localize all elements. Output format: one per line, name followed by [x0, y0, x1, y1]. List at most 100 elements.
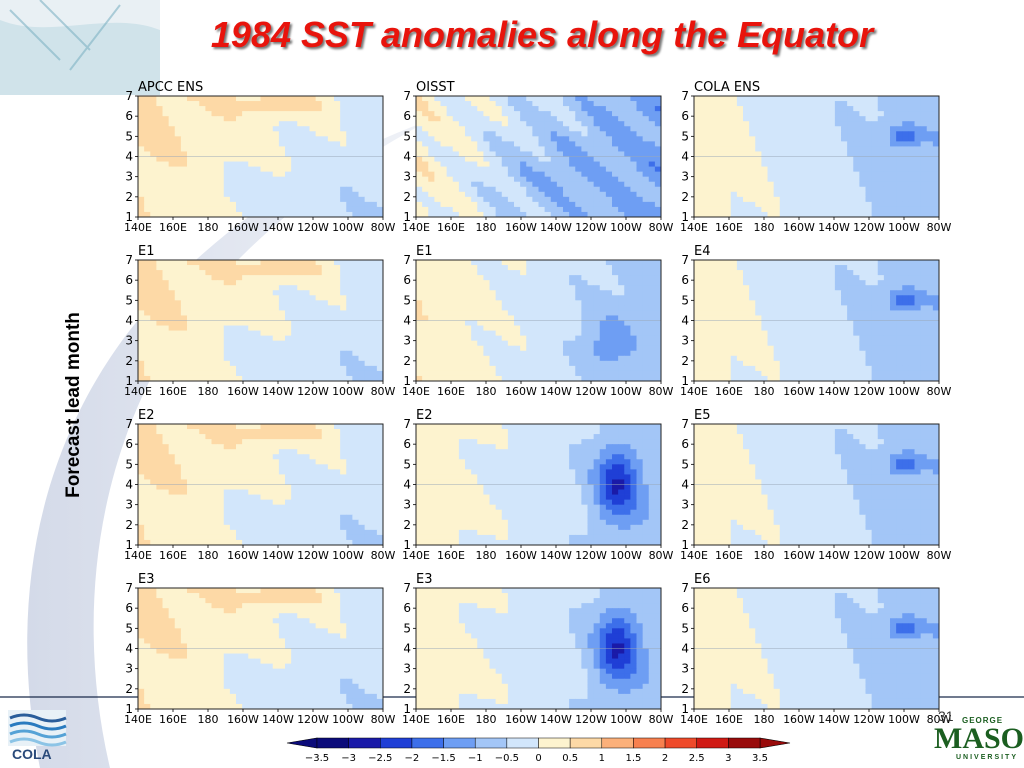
heatmap-cell — [841, 146, 848, 152]
heatmap-cell — [465, 275, 472, 281]
heatmap-cell — [452, 330, 460, 337]
heatmap-cell — [254, 176, 261, 183]
heatmap-cell — [138, 151, 145, 157]
heatmap-cell — [798, 151, 805, 157]
heatmap-cell — [932, 121, 940, 127]
heatmap-cell — [630, 370, 637, 377]
heatmap-cell — [556, 191, 564, 198]
heatmap-cell — [507, 280, 515, 286]
heatmap-cell — [205, 295, 212, 301]
heatmap-cell — [495, 270, 503, 276]
heatmap-cell — [642, 305, 650, 311]
heatmap-cell — [416, 121, 423, 127]
heatmap-cell — [272, 305, 280, 311]
heatmap-cell — [483, 355, 490, 362]
heatmap-cell — [174, 370, 182, 377]
heatmap-cell — [315, 196, 323, 203]
heatmap-cell — [694, 206, 701, 213]
heatmap-cell — [211, 345, 219, 352]
heatmap-cell — [434, 340, 441, 347]
heatmap-cell — [248, 330, 255, 337]
heatmap-cell — [495, 320, 503, 326]
heatmap-cell — [364, 335, 372, 342]
heatmap-cell — [428, 166, 435, 173]
heatmap-cell — [538, 196, 546, 203]
heatmap-cell — [223, 121, 231, 127]
heatmap-cell — [223, 201, 231, 208]
heatmap-cell — [749, 146, 756, 152]
heatmap-cell — [477, 300, 484, 306]
heatmap-cell — [285, 206, 292, 213]
heatmap-cell — [309, 176, 317, 183]
x-tick-label: 120W — [575, 385, 607, 398]
heatmap-cell — [593, 161, 601, 167]
heatmap-cell — [798, 181, 805, 188]
heatmap-cell — [654, 260, 662, 266]
heatmap-cell — [520, 161, 527, 167]
heatmap-cell — [364, 365, 372, 372]
heatmap-cell — [297, 136, 304, 142]
heatmap-cell — [180, 206, 188, 213]
heatmap-cell — [514, 350, 521, 357]
heatmap-cell — [501, 290, 509, 296]
heatmap-cell — [556, 345, 564, 352]
heatmap-cell — [150, 191, 157, 198]
heatmap-cell — [489, 335, 497, 342]
heatmap-cell — [896, 151, 903, 157]
heatmap-cell — [168, 265, 176, 271]
heatmap-cell — [618, 191, 625, 198]
heatmap-cell — [416, 196, 423, 203]
heatmap-cell — [217, 360, 225, 367]
heatmap-cell — [199, 106, 206, 112]
heatmap-cell — [187, 161, 194, 167]
heatmap-cell — [180, 121, 188, 127]
heatmap-cell — [422, 141, 429, 147]
heatmap-cell — [364, 280, 372, 286]
heatmap-cell — [291, 126, 298, 132]
heatmap-cell — [346, 355, 353, 362]
heatmap-cell — [248, 285, 255, 291]
heatmap-cell — [792, 156, 799, 162]
heatmap-cell — [180, 176, 188, 183]
heatmap-cell — [612, 171, 619, 178]
heatmap-cell — [193, 181, 200, 188]
heatmap-cell — [581, 196, 588, 203]
x-tick-label: 80W — [371, 385, 396, 398]
heatmap-cell — [920, 176, 928, 183]
heatmap-cell — [712, 106, 719, 112]
heatmap-cell — [416, 96, 423, 102]
heatmap-cell — [785, 166, 793, 173]
heatmap-cell — [865, 126, 873, 132]
heatmap-cell — [706, 106, 713, 112]
heatmap-cell — [358, 295, 366, 301]
heatmap-cell — [550, 355, 558, 362]
heatmap-cell — [581, 121, 588, 127]
heatmap-cell — [822, 201, 830, 208]
heatmap-cell — [822, 171, 830, 178]
heatmap-cell — [792, 136, 799, 142]
heatmap-cell — [138, 171, 145, 178]
heatmap-cell — [303, 141, 310, 147]
heatmap-cell — [642, 375, 650, 382]
heatmap-cell — [804, 156, 811, 162]
heatmap-cell — [648, 365, 656, 372]
heatmap-cell — [376, 295, 384, 301]
heatmap-cell — [489, 375, 497, 382]
heatmap-cell — [556, 355, 564, 362]
heatmap-cell — [834, 176, 842, 183]
heatmap-cell — [605, 136, 613, 142]
heatmap-cell — [654, 375, 662, 382]
heatmap-cell — [446, 101, 454, 107]
heatmap-cell — [890, 106, 897, 112]
heatmap-cell — [144, 146, 151, 152]
heatmap-cell — [266, 310, 274, 316]
heatmap-cell — [223, 350, 231, 357]
heatmap-cell — [563, 375, 570, 382]
heatmap-cell — [575, 181, 582, 188]
heatmap-cell — [792, 131, 799, 137]
heatmap-cell — [618, 375, 625, 382]
heatmap-cell — [883, 141, 891, 147]
heatmap-cell — [236, 96, 243, 102]
heatmap-cell — [434, 345, 441, 352]
heatmap-cell — [254, 300, 261, 306]
